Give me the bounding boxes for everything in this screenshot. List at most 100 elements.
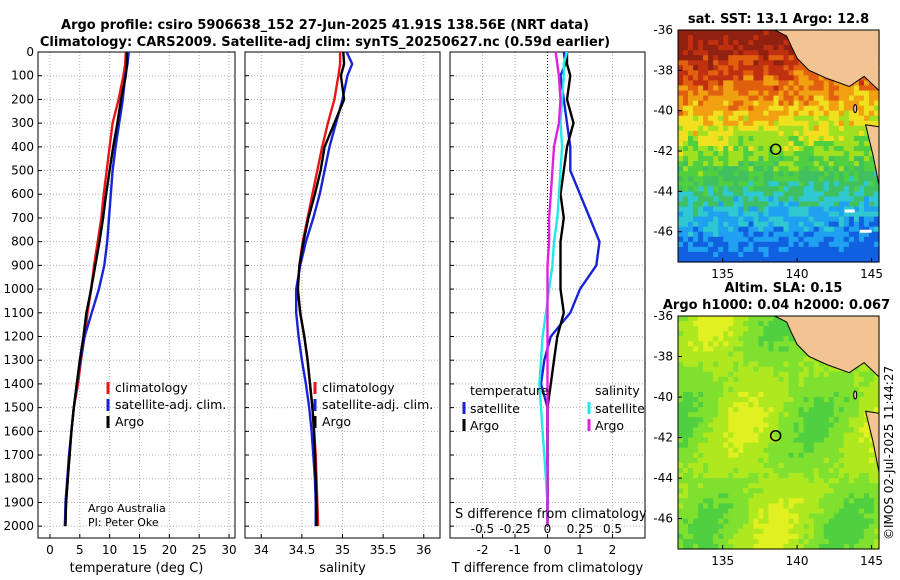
map-y-tick-label-4: -44 [653, 471, 673, 485]
map-y-tick-label-4: -44 [653, 184, 673, 198]
legend-label-2: Argo [322, 414, 351, 429]
timestamp-stamp: ©IMOS 02-Jul-2025 11:44:27 [882, 366, 896, 540]
x-tick-label-3: 15 [132, 543, 147, 557]
x-axis-label: T difference from climatology [451, 561, 644, 576]
map-y-tick-label-3: -42 [653, 144, 673, 158]
legend-right-label-0: satellite [595, 401, 645, 416]
x-tick-label-2: 35 [335, 543, 350, 557]
argo-position-marker [769, 143, 782, 155]
x-tick-label-1: 34.5 [289, 543, 316, 557]
top-tick-label-1: -0.25 [499, 522, 530, 536]
map-y-tick-label-5: -46 [653, 512, 673, 526]
y-tick-label-9: 900 [11, 258, 34, 272]
argo-position-marker [769, 429, 782, 442]
map-y-tick-label-5: -46 [653, 225, 673, 239]
map-x-tick-label-0: 135 [711, 554, 734, 568]
map-title-line1: Altim. SLA: 0.15 [725, 281, 843, 296]
legend-right-label-1: Argo [595, 418, 624, 433]
missing-data-patch [844, 209, 872, 233]
top-axis-label: S difference from climatology [455, 507, 647, 522]
series-line-salinity-argo [546, 51, 562, 527]
y-tick-label-5: 500 [11, 164, 34, 178]
y-tick-label-17: 1700 [3, 448, 34, 462]
figure-title-line2: Climatology: CARS2009. Satellite-adj cli… [40, 35, 610, 50]
y-tick-label-0: 0 [26, 45, 34, 59]
series-line-argo [296, 51, 346, 527]
legend-label-2: Argo [115, 414, 144, 429]
x-tick-label-5: 25 [192, 543, 207, 557]
x-tick-label-0: 0 [46, 543, 54, 557]
x-tick-label-4: 36 [416, 543, 431, 557]
x-tick-label-6: 30 [221, 543, 236, 557]
map-title-line2: Argo h1000: 0.04 h2000: 0.067 [663, 298, 890, 313]
y-tick-label-7: 700 [11, 211, 34, 225]
series-line-satellite-adj-clim- [295, 51, 354, 527]
top-tick-label-2: 0 [544, 522, 552, 536]
x-tick-label-2: 10 [102, 543, 117, 557]
map-y-tick-label-2: -40 [653, 390, 673, 404]
map-frame [677, 29, 880, 263]
top-tick-label-4: 0.5 [603, 522, 622, 536]
map-y-tick-label-2: -40 [653, 104, 673, 118]
series-line-salinity-satellite [538, 51, 569, 527]
map-y-tick-label-0: -36 [653, 309, 673, 323]
map-panel-sst-map: 135 140 145 -36 -38 -40 -42 -44 -46 sat. SST: 13.… [653, 12, 883, 281]
y-tick-label-1: 100 [11, 69, 34, 83]
x-axis-label: temperature (deg C) [70, 561, 204, 576]
x-tick-label-4: 20 [162, 543, 177, 557]
x-tick-label-0: 34 [254, 543, 269, 557]
map-x-tick-label-2: 145 [860, 554, 883, 568]
axes-box [37, 51, 236, 539]
king-island [853, 390, 858, 400]
map-x-tick-label-0: 135 [711, 267, 734, 281]
map-y-tick-label-3: -42 [653, 431, 673, 445]
x-tick-label-0: -2 [477, 543, 489, 557]
y-tick-label-3: 300 [11, 116, 34, 130]
map-y-tick-label-1: -38 [653, 63, 673, 77]
y-tick-label-12: 1200 [3, 329, 34, 343]
map-y-tick-label-1: -38 [653, 350, 673, 364]
y-tick-label-13: 1300 [3, 353, 34, 367]
map-panel-sla-map: 135 140 145 -36 -38 -40 -42 -44 -46 Altim. SLA: 0… [653, 281, 890, 568]
y-tick-label-19: 1900 [3, 495, 34, 509]
legend-label-0: climatology [115, 380, 188, 395]
legend-label-1: satellite-adj. clim. [115, 397, 226, 412]
legend-left-label-0: satellite [470, 401, 520, 416]
map-x-tick-label-1: 140 [786, 267, 809, 281]
x-tick-label-3: 35.5 [370, 543, 397, 557]
map-x-tick-label-1: 140 [786, 554, 809, 568]
x-axis-label: salinity [319, 561, 366, 576]
y-tick-label-10: 1000 [3, 282, 34, 296]
y-tick-label-14: 1400 [3, 377, 34, 391]
top-tick-label-3: 0.25 [567, 522, 594, 536]
y-tick-label-4: 400 [11, 140, 34, 154]
y-tick-label-15: 1500 [3, 401, 34, 415]
y-tick-label-6: 600 [11, 187, 34, 201]
map-title: sat. SST: 13.1 Argo: 12.8 [688, 12, 869, 27]
profile-panel-difference: -2 -1 0 1 2 T difference from climatology S di… [449, 51, 647, 576]
y-tick-label-18: 1800 [3, 472, 34, 486]
top-tick-label-0: -0.5 [471, 522, 494, 536]
x-tick-label-1: -1 [509, 543, 521, 557]
legend-left-label-1: Argo [470, 418, 499, 433]
king-island [853, 104, 858, 114]
profile-panel-temperature: 0 5 10 15 20 25 300100200300400500600700800900… [3, 45, 236, 576]
map-y-tick-label-0: -36 [653, 23, 673, 37]
x-tick-label-2: 0 [544, 543, 552, 557]
credit-org: Argo Australia [88, 502, 166, 515]
legend-label-0: climatology [322, 380, 395, 395]
map-frame [677, 315, 880, 550]
x-tick-label-1: 5 [76, 543, 84, 557]
legend-right-title: salinity [595, 383, 640, 398]
y-tick-label-2: 200 [11, 92, 34, 106]
y-tick-label-8: 800 [11, 235, 34, 249]
x-tick-label-3: 1 [576, 543, 584, 557]
map-x-tick-label-2: 145 [860, 267, 883, 281]
x-tick-label-4: 2 [609, 543, 617, 557]
y-tick-label-16: 1600 [3, 424, 34, 438]
series-line-argo [64, 52, 129, 527]
y-tick-label-11: 1100 [3, 306, 34, 320]
legend-label-1: satellite-adj. clim. [322, 397, 433, 412]
credit-pi: PI: Peter Oke [88, 516, 159, 529]
